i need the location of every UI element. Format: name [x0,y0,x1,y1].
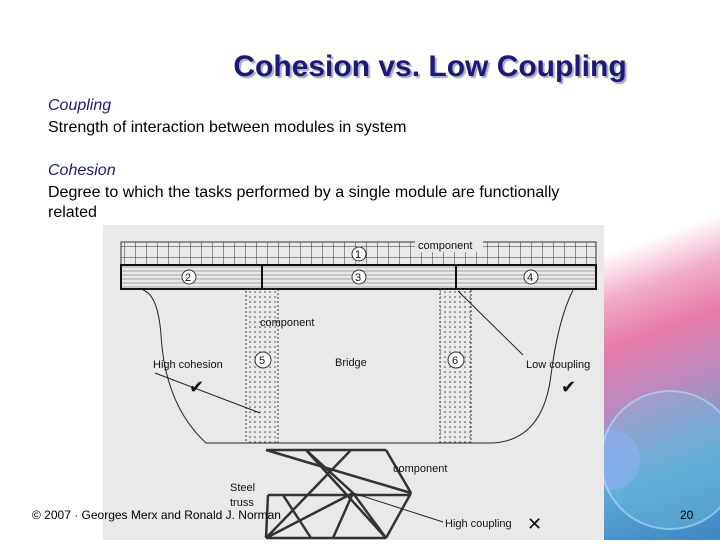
coupling-definition: Strength of interaction between modules … [48,119,407,136]
number-4: 4 [527,272,533,284]
label-component-truss: component [393,463,447,475]
steel-truss [264,448,413,540]
footer-copyright: © 2007 · Georges Merx and Ronald J. Norm… [32,508,281,522]
cross-icon: ✕ [527,514,542,534]
label-steel: Steel [230,482,255,494]
valley-outline [142,289,574,444]
label-component-pier: component [260,317,314,329]
cohesion-definition-line2: related [48,204,97,221]
coupling-term: Coupling [48,97,112,114]
label-high-coupling: High coupling [445,518,512,530]
number-1: 1 [355,249,361,261]
page-number: 20 [680,508,694,522]
check-icon: ✔ [189,377,204,397]
number-markers [181,246,539,369]
number-2: 2 [185,272,191,284]
number-6: 6 [452,355,458,367]
label-truss: truss [230,497,254,509]
slide-title: Cohesion vs. Low Coupling [233,50,627,83]
check-icon: ✔ [561,377,576,397]
label-low-coupling: Low coupling [526,359,590,371]
label-bridge: Bridge [335,357,367,369]
bridge-figure: 1 2 3 4 5 6 component component High coh… [103,225,604,540]
number-3: 3 [355,272,361,284]
label-high-cohesion: High cohesion [153,359,223,371]
label-component-deck: component [418,240,472,252]
cohesion-definition-line1: Degree to which the tasks performed by a… [48,184,560,201]
number-5: 5 [259,355,265,367]
cohesion-term: Cohesion [48,162,116,179]
